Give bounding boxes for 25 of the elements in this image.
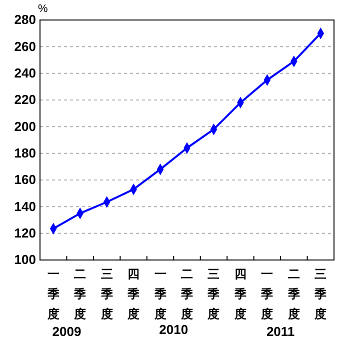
y-tick-label: 200 xyxy=(14,118,36,134)
x-tick-label: 二季度 xyxy=(286,267,301,321)
y-tick-label: 120 xyxy=(14,225,36,240)
y-tick-label: 180 xyxy=(14,145,36,160)
y-tick-label: 160 xyxy=(14,172,36,188)
y-tick-label: 240 xyxy=(14,65,36,80)
y-tick-label: 220 xyxy=(14,92,36,108)
x-tick-label: 三季度 xyxy=(206,267,221,321)
y-tick-label: 100 xyxy=(14,252,36,268)
x-tick-label: 一季度 xyxy=(46,267,60,321)
x-tick-label: 四季度 xyxy=(126,267,141,321)
text: 2011 xyxy=(266,324,295,339)
y-tick-label: 260 xyxy=(14,38,36,54)
y-tick-label: 140 xyxy=(14,198,36,214)
y-axis-title: % xyxy=(38,3,48,15)
x-tick-label: 一季度 xyxy=(260,267,274,321)
x-tick-label: 三季度 xyxy=(314,267,328,321)
x-tick-label: 一季度 xyxy=(153,267,168,321)
x-tick-label: 二季度 xyxy=(180,267,194,321)
y-tick-label: 280 xyxy=(14,12,36,28)
x-tick-label: 四季度 xyxy=(233,267,248,321)
text: 2009 xyxy=(52,324,82,339)
x-tick-label: 三季度 xyxy=(100,267,114,321)
x-tick-label: 二季度 xyxy=(73,267,88,321)
text: 2010 xyxy=(159,322,188,337)
